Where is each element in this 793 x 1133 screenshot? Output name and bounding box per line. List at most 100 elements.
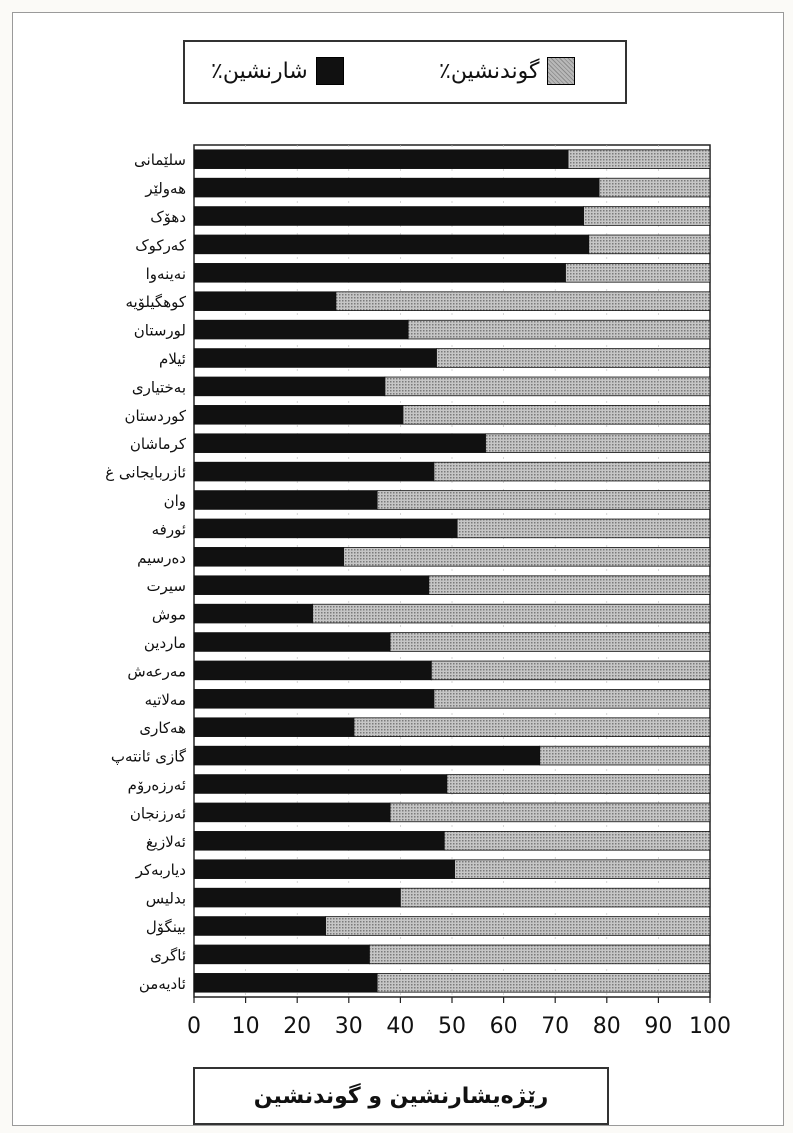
category-label: موش (152, 606, 186, 624)
bar-rural (389, 632, 711, 652)
bar-urban (193, 689, 435, 709)
category-label: مەلاتیە (145, 691, 186, 709)
bar-rural (384, 376, 711, 397)
bar-rural (454, 859, 711, 879)
category-label: ئورفە (152, 520, 186, 538)
bar-rural (369, 944, 711, 965)
x-tick-label: 80 (593, 1014, 621, 1039)
bar-urban (193, 461, 435, 482)
category-label: ئاگری (150, 946, 186, 964)
category-label: ئەرزەرۆم (128, 776, 186, 794)
bar-rural (567, 149, 711, 169)
bar-urban (193, 831, 445, 851)
bar-rural (583, 206, 711, 226)
bar-urban (193, 575, 430, 595)
bar-rural (335, 291, 711, 311)
category-label: ماردین (144, 634, 186, 652)
bar-rural (588, 234, 711, 255)
bar-rural (446, 774, 711, 794)
x-tick-label: 20 (283, 1014, 311, 1039)
legend-swatch-rural (547, 57, 576, 85)
bar-rural (433, 461, 711, 482)
bar-rural (343, 547, 711, 567)
bar-urban (193, 802, 391, 823)
bar-urban (193, 603, 314, 624)
x-tick-label: 50 (438, 1014, 466, 1039)
bar-rural (407, 319, 711, 340)
category-label: کەرکوک (135, 236, 187, 254)
category-label: دەرسیم (137, 549, 186, 567)
category-label: ئادیەمن (139, 975, 186, 993)
bar-rural (389, 802, 711, 823)
x-tick-label: 0 (187, 1014, 201, 1039)
category-label: وان (164, 492, 186, 510)
bar-rural (565, 263, 711, 283)
bar-rural (428, 575, 711, 595)
category-label: دهۆک (150, 208, 186, 226)
category-label: بینگۆل (146, 918, 186, 936)
legend-swatch-urban (315, 57, 344, 85)
bar-rural (376, 490, 711, 510)
bar-urban (193, 717, 355, 737)
bar-urban (193, 745, 541, 766)
bar-rural (402, 405, 711, 425)
legend-label-rural: گوندنشین٪ (439, 58, 540, 84)
chart-caption: رێژەیشارنشین و گوندنشین (193, 1067, 609, 1125)
bar-rural (353, 717, 711, 737)
bar-urban (193, 774, 448, 794)
bar-urban (193, 973, 378, 993)
category-label: ئازربایجانی غ (105, 464, 186, 482)
bar-urban (193, 376, 386, 397)
category-label: سلێمانی (134, 151, 186, 169)
bar-urban (193, 944, 370, 965)
x-tick-label: 100 (689, 1014, 731, 1039)
legend-label-urban: شارنشین٪ (211, 58, 308, 84)
bar-rural (399, 887, 711, 908)
category-label: هەولێر (144, 180, 186, 198)
category-label: دیاربەکر (135, 861, 186, 879)
x-tick-label: 70 (541, 1014, 569, 1039)
bar-rural (376, 973, 711, 993)
bar-urban (193, 234, 590, 255)
category-label: گازی ئانتەپ (111, 748, 187, 766)
category-label: کوردستان (125, 407, 187, 425)
category-label: هەکاری (139, 719, 186, 737)
bar-urban (193, 348, 437, 368)
category-label: مەرعەش (127, 662, 186, 680)
x-tick-label: 10 (232, 1014, 260, 1039)
plot-area: سلێمانی هەولێر دهۆک کەرکوک نەینەوا کوهگیلۆیە ل… (105, 144, 731, 1039)
bar-rural (325, 916, 711, 936)
category-label: لورستان (134, 322, 186, 340)
bar-urban (193, 916, 326, 936)
bar-urban (193, 859, 455, 879)
bar-urban (193, 319, 409, 340)
bar-urban (193, 887, 401, 908)
bar-urban (193, 518, 458, 539)
category-label: کرماشان (130, 435, 187, 453)
bar-urban (193, 632, 391, 652)
bar-urban (193, 263, 566, 283)
bar-urban (193, 490, 378, 510)
bar-rural (485, 433, 711, 453)
category-label: بدلیس (146, 890, 186, 908)
bar-urban (193, 405, 404, 425)
bar-rural (430, 660, 711, 681)
category-label: کوهگیلۆیە (125, 293, 186, 311)
bar-urban (193, 433, 486, 453)
bar-rural (598, 177, 711, 198)
category-label: ئەلازیغ (146, 833, 186, 851)
bar-urban (193, 177, 600, 198)
bar-rural (443, 831, 711, 851)
caption-text: رێژەیشارنشین و گوندنشین (253, 1083, 549, 1109)
x-tick-label: 40 (386, 1014, 414, 1039)
bar-rural (433, 689, 711, 709)
category-label: سیرت (147, 577, 187, 595)
x-tick-label: 30 (335, 1014, 363, 1039)
bar-rural (312, 603, 711, 624)
x-tick-label: 90 (644, 1014, 672, 1039)
bar-urban (193, 291, 337, 311)
bar-urban (193, 547, 345, 567)
bar-rural (456, 518, 711, 539)
category-label: ئەرزنجان (130, 804, 186, 822)
